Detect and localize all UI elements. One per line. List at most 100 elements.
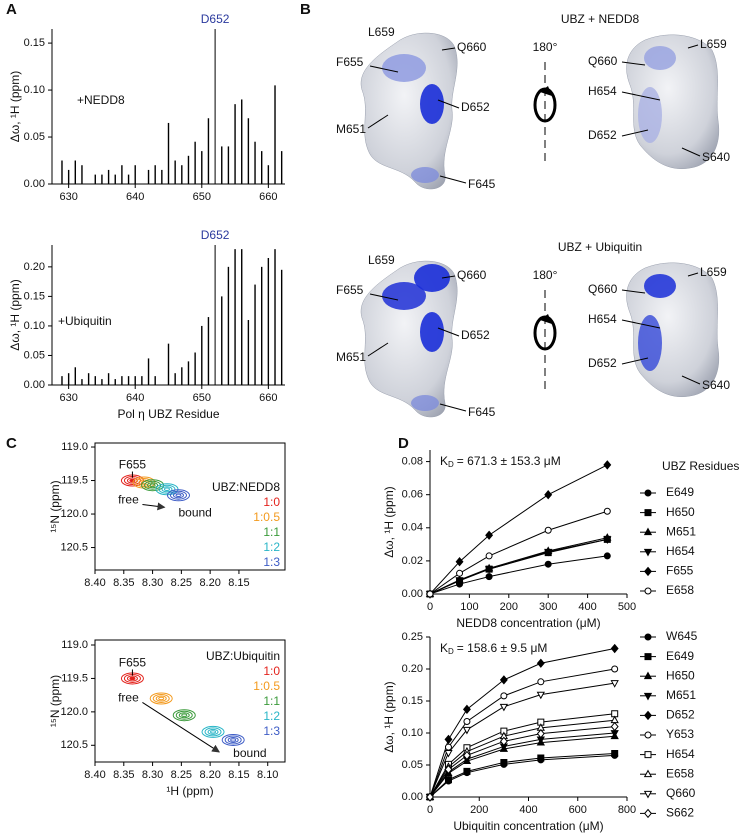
y-tick-label: 119.0 [61, 639, 88, 651]
bar [154, 376, 156, 385]
leader-line [367, 342, 389, 357]
structure-title: UBZ + Ubiquitin [558, 240, 642, 254]
legend-marker [643, 769, 653, 778]
contour [138, 479, 150, 486]
bar [187, 361, 190, 385]
bar [74, 160, 76, 184]
peak [149, 692, 173, 705]
data-point [536, 691, 545, 700]
residue-label: M651 [336, 350, 366, 364]
surface-patch [644, 274, 676, 298]
contour [126, 675, 138, 682]
legend-marker [644, 566, 652, 577]
residue-label: F655 [336, 55, 364, 69]
data-point [485, 573, 493, 581]
residue-label: Q660 [588, 282, 618, 296]
panel-label: A [6, 1, 17, 18]
data-point [485, 530, 494, 540]
legend-label: 1:0.5 [253, 510, 280, 524]
legend-label: W645 [666, 629, 698, 643]
surface-patch [644, 46, 676, 70]
data-point [462, 704, 471, 714]
fit-line [429, 668, 615, 798]
contour [201, 725, 225, 738]
y-tick-label: 0.04 [402, 522, 423, 534]
data-point [444, 743, 452, 751]
residue-label: L659 [700, 37, 727, 51]
data-point [603, 536, 612, 545]
y-tick-label: 119.5 [61, 474, 88, 486]
legend-marker [643, 671, 653, 680]
peak-label: F655 [119, 458, 147, 472]
contour [147, 482, 159, 489]
residue-label: Q660 [588, 54, 618, 68]
bar [261, 266, 263, 385]
residue-label: H654 [588, 312, 617, 326]
y-tick-label: 120.5 [60, 739, 88, 751]
bound-label: bound [178, 505, 211, 519]
bar [181, 165, 183, 184]
leader-line [621, 91, 661, 101]
data-point [603, 507, 611, 515]
contour [204, 727, 222, 737]
legend-marker [644, 710, 652, 721]
residue-label: H654 [588, 84, 617, 98]
panel-label: D [398, 435, 409, 452]
bar [81, 165, 83, 184]
legend-title: UBZ:NEDD8 [212, 480, 280, 494]
legend-label: 1:1 [263, 525, 280, 539]
bar [94, 174, 96, 184]
y-tick-label: 0.15 [402, 695, 423, 707]
legend-marker [643, 692, 653, 701]
y-tick-label: 0.25 [402, 631, 423, 643]
data-point [544, 560, 552, 568]
leader-line [441, 275, 456, 279]
legend-label: E658 [666, 766, 694, 780]
x-tick-label: 8.15 [228, 577, 249, 589]
contour [221, 733, 245, 746]
plot-frame [94, 442, 286, 571]
residue-label: D652 [588, 356, 617, 370]
x-tick-label: 660 [259, 191, 277, 203]
bar [201, 151, 203, 184]
leader-line [439, 175, 467, 184]
y-tick-label: 0.05 [402, 759, 423, 771]
bar [127, 174, 130, 184]
surface-patch [382, 282, 426, 310]
bar [221, 146, 223, 184]
contour [161, 486, 173, 493]
bar [154, 165, 156, 184]
bound-label: bound [233, 746, 266, 760]
data-point [426, 792, 434, 802]
data-point [455, 557, 464, 567]
x-tick-label: 8.20 [199, 769, 220, 781]
bar [221, 296, 223, 385]
contour [152, 693, 170, 703]
x-tick-label: 100 [460, 601, 478, 613]
marker-label: D652 [201, 12, 230, 26]
data-point [610, 715, 619, 724]
bar [107, 169, 110, 184]
data-point [536, 658, 545, 668]
peak [221, 733, 245, 746]
leader-line [621, 319, 661, 329]
x-tick-label: 8.35 [113, 769, 134, 781]
bar [114, 174, 116, 184]
legend-label: H654 [666, 747, 695, 761]
x-tick-label: 400 [519, 804, 537, 816]
data-point [444, 734, 453, 745]
data-point [500, 692, 508, 700]
contour [207, 728, 219, 735]
data-point [537, 678, 545, 686]
legend-marker [644, 751, 652, 759]
leader-line [687, 44, 699, 49]
data-point [444, 776, 452, 784]
plot-frame [94, 639, 286, 763]
x-tick-label: 660 [259, 392, 277, 404]
bar [194, 141, 196, 184]
leader-line [369, 65, 399, 73]
bar [101, 379, 103, 385]
x-tick-label: 800 [618, 804, 636, 816]
data-point [463, 717, 471, 725]
